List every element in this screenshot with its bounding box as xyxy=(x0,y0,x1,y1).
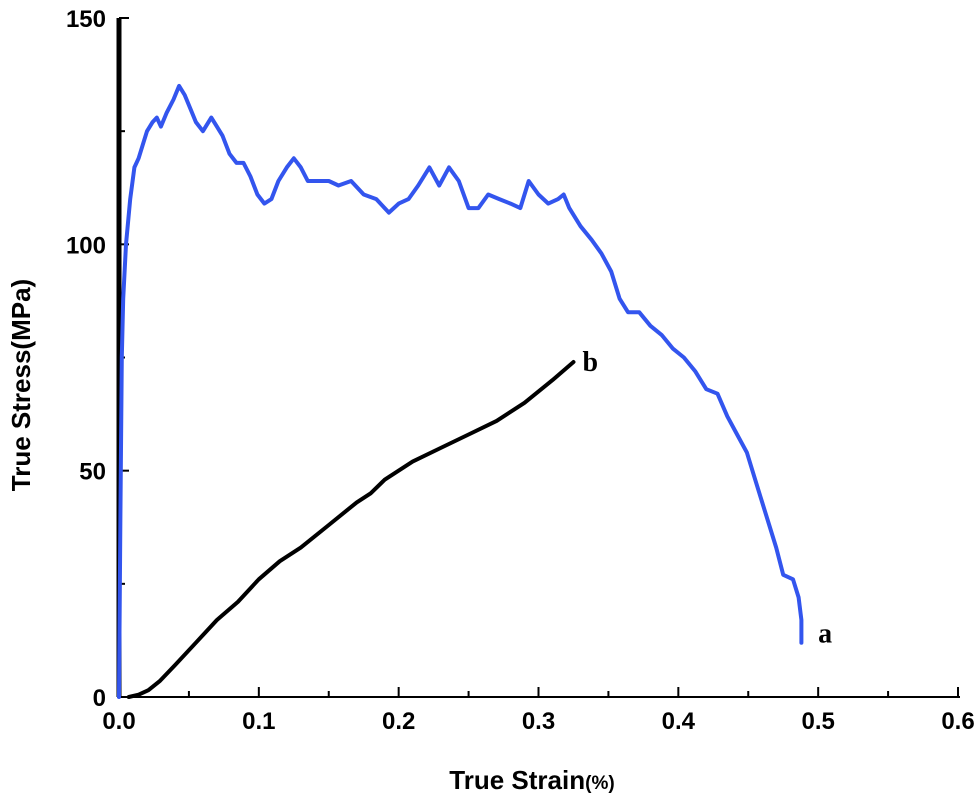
series-layer xyxy=(117,83,804,699)
y-tick-label: 150 xyxy=(66,6,106,33)
x-tick-label: 0.0 xyxy=(102,708,135,735)
x-tick-label: 0.6 xyxy=(941,708,974,735)
series-a-line xyxy=(117,83,804,699)
x-axis-ticks: 0.0 0.1 0.2 0.3 0.4 0.5 0.6 xyxy=(102,687,975,735)
x-tick-label: 0.3 xyxy=(522,708,555,735)
x-axis-title: True Strain(%) xyxy=(449,765,614,795)
y-axis-title: True Stress(MPa) xyxy=(6,279,36,491)
x-tick-label: 0.1 xyxy=(242,708,275,735)
y-tick-label: 0 xyxy=(93,685,106,712)
y-tick-label: 100 xyxy=(66,232,106,259)
curve-label-b: b xyxy=(582,347,598,378)
y-tick-label: 50 xyxy=(79,459,106,486)
x-tick-label: 0.2 xyxy=(382,708,415,735)
x-tick-label: 0.5 xyxy=(801,708,834,735)
y-axis-ticks: 0 50 100 150 xyxy=(66,6,129,712)
x-tick-label: 0.4 xyxy=(662,708,696,735)
annotation-layer: ab xyxy=(582,347,832,650)
x-axis-unit: (%) xyxy=(585,773,615,794)
series-b-line xyxy=(126,360,576,699)
curve-label-a: a xyxy=(818,619,832,650)
